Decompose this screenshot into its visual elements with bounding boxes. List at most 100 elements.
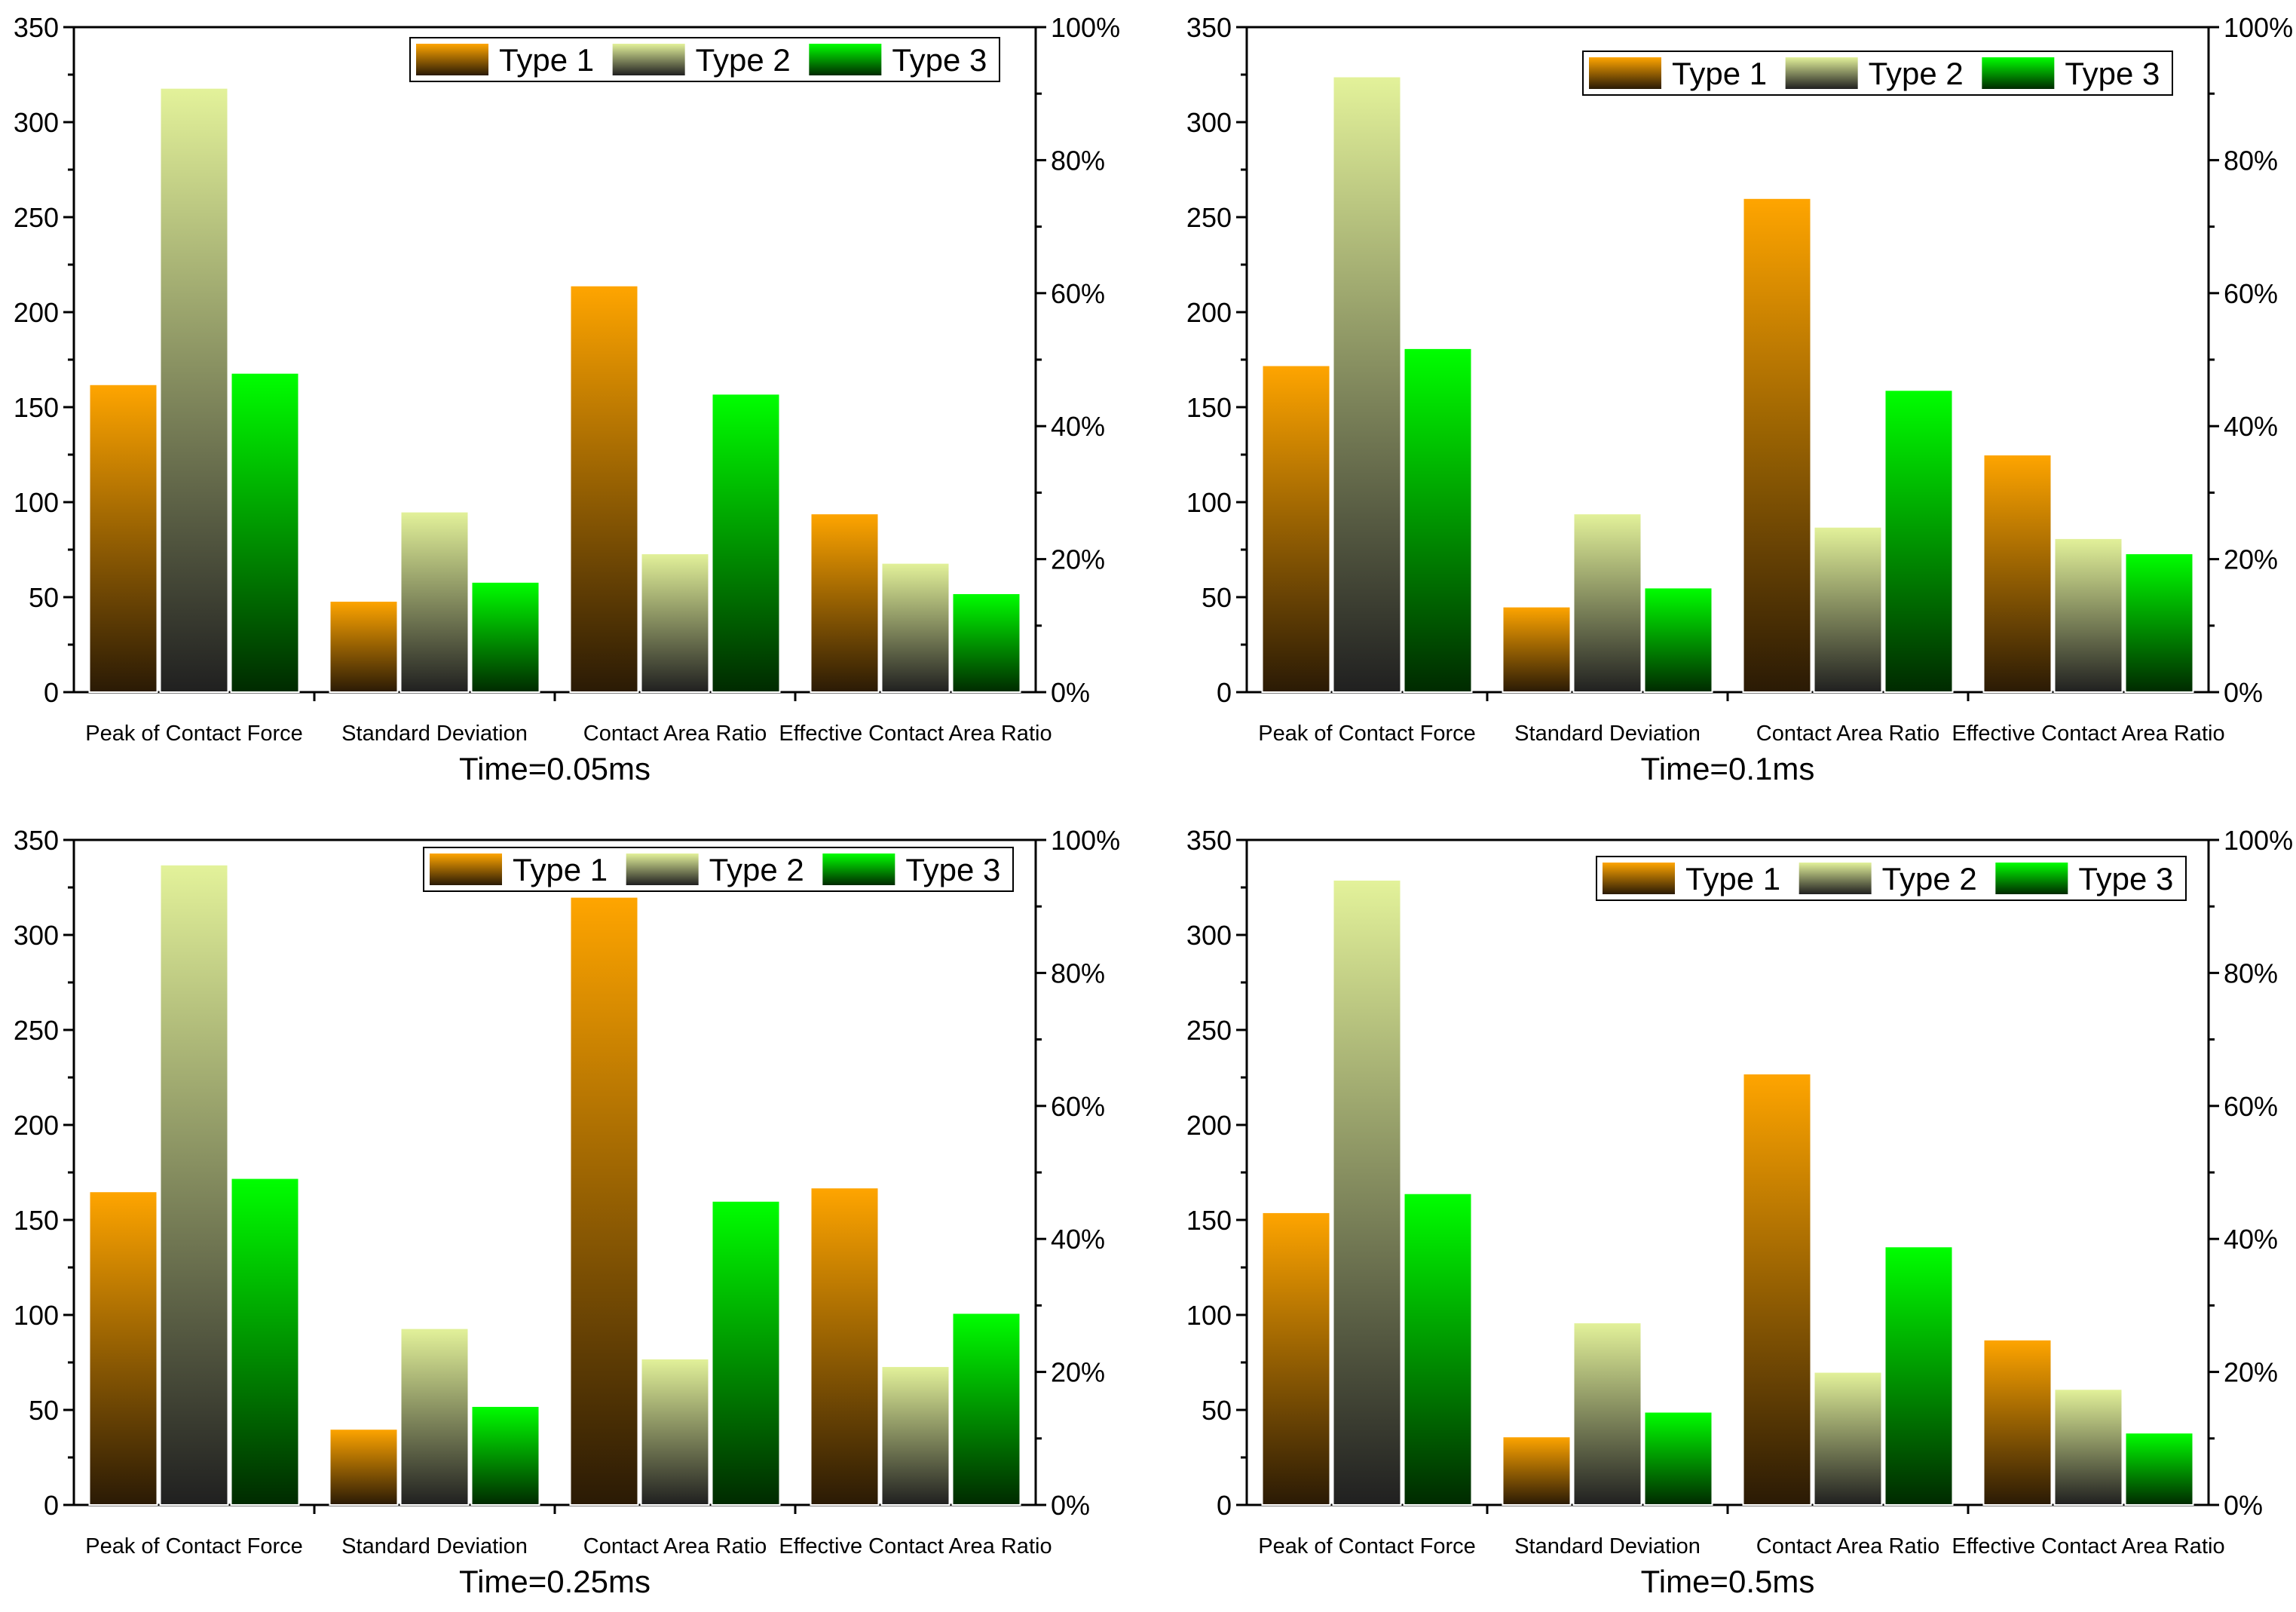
chart-panel-3: 0 50 100 150 200 250 300 350 0% 20% 40% 60% 80% 100% P… [14, 825, 1120, 1599]
legend-label: Type 3 [892, 42, 987, 78]
y-tick-label: 350 [14, 825, 59, 856]
chart-panel-4: 0 50 100 150 200 250 300 350 0% 20% 40% 60% 80% 100% P… [1186, 825, 2293, 1599]
y2-tick-label: 20% [1051, 544, 1105, 575]
y-tick-label: 150 [14, 1205, 59, 1236]
legend-swatch [430, 854, 502, 885]
legend-label: Type 2 [709, 852, 804, 887]
legend-label: Type 1 [1672, 56, 1767, 91]
legend-swatch [416, 44, 488, 75]
bar-type-3-3 [1884, 1246, 1954, 1506]
legend-box [409, 37, 1000, 82]
x-axis-title: Time=0.1ms [1641, 751, 1815, 786]
y-tick-label: 50 [29, 582, 59, 613]
bar-type-3-2 [1643, 587, 1713, 694]
x-axis-title: Time=0.25ms [459, 1564, 651, 1599]
bar-type-2-3 [1813, 1371, 1883, 1506]
bar-type-3-3 [711, 1200, 781, 1506]
legend-swatch [822, 854, 895, 885]
y2-tick-label: 40% [2224, 1224, 2278, 1255]
y-tick-label: 50 [1202, 1395, 1232, 1426]
bar-type-3-1 [230, 372, 300, 693]
bar-type-2-4 [880, 562, 951, 694]
x-tick-label: Peak of Contact Force [85, 1534, 303, 1558]
legend: Type 1 Type 2 Type 3 [1596, 856, 2187, 901]
chart-panel-1: 0 50 100 150 200 250 300 350 0% 20% 40% 60% 80% 100% P… [14, 12, 1120, 786]
bar-type-3-4 [2124, 1432, 2194, 1506]
y-tick-label: 150 [1186, 392, 1232, 423]
legend-label: Type 3 [905, 852, 1000, 887]
bar-type-2-2 [1572, 513, 1642, 693]
y2-tick-label: 80% [2224, 145, 2278, 176]
bar-type-3-4 [2124, 553, 2194, 693]
y-tick-label: 150 [1186, 1205, 1232, 1236]
y-tick-label: 200 [1186, 297, 1232, 328]
bar-type-2-4 [880, 1365, 951, 1506]
y-tick-label: 0 [44, 677, 59, 708]
legend: Type 1 Type 2 Type 3 [1582, 51, 2173, 96]
bar-type-3-4 [951, 1312, 1021, 1506]
y2-tick-label: 100% [2224, 12, 2293, 43]
y2-tick-label: 20% [1051, 1357, 1105, 1388]
y-tick-label: 200 [14, 1110, 59, 1141]
y2-tick-label: 0% [2224, 677, 2263, 708]
legend-swatch [612, 44, 685, 75]
bar-type-1-2 [329, 600, 399, 693]
legend-label: Type 2 [1869, 56, 1964, 91]
y2-tick-label: 0% [1051, 677, 1090, 708]
y2-tick-label: 100% [2224, 825, 2293, 856]
y2-tick-label: 80% [2224, 958, 2278, 988]
bar-type-3-3 [711, 393, 781, 693]
y-tick-label: 0 [44, 1490, 59, 1521]
bar-type-1-2 [1502, 1436, 1572, 1506]
y-tick-label: 350 [1186, 12, 1232, 43]
y-tick-label: 250 [14, 202, 59, 233]
y-tick-label: 250 [14, 1015, 59, 1046]
y-tick-label: 300 [14, 920, 59, 951]
x-tick-label: Contact Area Ratio [583, 722, 767, 746]
x-tick-label: Effective Contact Area Ratio [1952, 722, 2224, 746]
bar-type-2-1 [159, 87, 229, 693]
y-tick-label: 150 [14, 392, 59, 423]
bar-type-3-2 [1643, 1411, 1713, 1506]
x-tick-label: Standard Deviation [341, 722, 528, 746]
y2-tick-label: 40% [1051, 1224, 1105, 1255]
bar-type-1-1 [88, 383, 158, 693]
bar-type-1-2 [1502, 605, 1572, 693]
legend-swatch [809, 44, 882, 75]
legend-label: Type 2 [696, 42, 791, 78]
bar-type-2-2 [400, 1327, 470, 1506]
legend-label: Type 1 [513, 852, 608, 887]
bar-type-3-4 [951, 592, 1021, 694]
y2-tick-label: 80% [1051, 145, 1105, 176]
x-tick-label: Standard Deviation [1514, 722, 1701, 746]
bar-type-2-3 [640, 1357, 710, 1506]
bar-type-2-3 [640, 553, 710, 693]
legend-swatch [626, 854, 699, 885]
bar-type-1-4 [1982, 1338, 2053, 1506]
bar-type-3-1 [1403, 1192, 1473, 1506]
bar-type-2-2 [400, 510, 470, 693]
chart-panel-2: 0 50 100 150 200 250 300 350 0% 20% 40% 60% 80% 100% P… [1186, 12, 2293, 786]
y2-tick-label: 80% [1051, 958, 1105, 988]
legend-swatch [1995, 863, 2068, 894]
y2-tick-label: 20% [2224, 1357, 2278, 1388]
y2-tick-label: 60% [2224, 278, 2278, 309]
y-tick-label: 250 [1186, 202, 1232, 233]
bar-type-2-1 [159, 863, 229, 1506]
bar-type-1-1 [1261, 1211, 1331, 1506]
x-tick-label: Standard Deviation [1514, 1534, 1701, 1558]
bar-type-1-4 [810, 1187, 880, 1506]
y2-tick-label: 0% [1051, 1490, 1090, 1521]
y2-tick-label: 60% [1051, 1091, 1105, 1122]
y-tick-label: 300 [14, 107, 59, 138]
legend-label: Type 3 [2078, 861, 2173, 896]
y-tick-label: 300 [1186, 920, 1232, 951]
bar-type-2-3 [1813, 526, 1883, 694]
bar-type-1-4 [1982, 454, 2053, 693]
x-tick-label: Peak of Contact Force [1258, 1534, 1476, 1558]
legend-swatch [1982, 57, 2055, 89]
legend-box [1582, 51, 2173, 96]
y-tick-label: 0 [1217, 677, 1232, 708]
legend-label: Type 1 [499, 42, 594, 78]
legend-swatch [1589, 57, 1661, 89]
